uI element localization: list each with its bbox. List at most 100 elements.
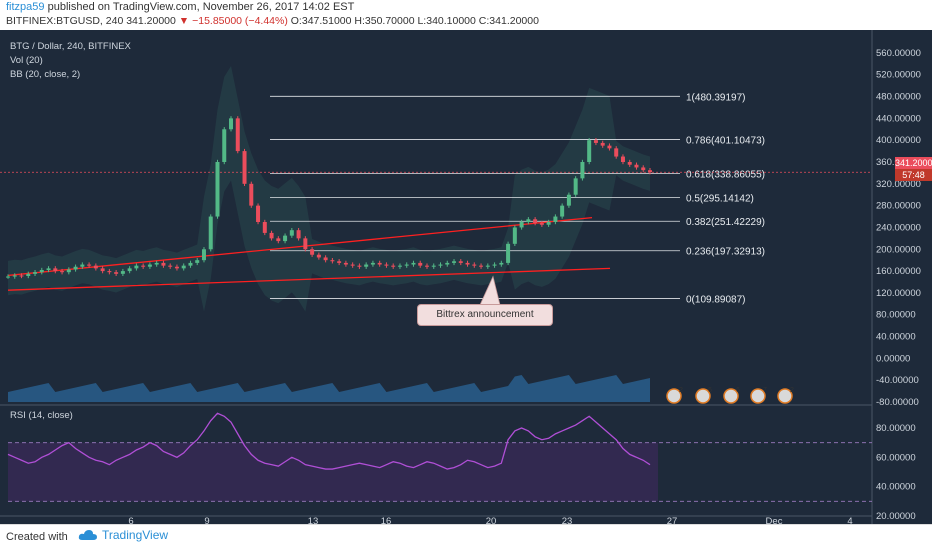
candle-body — [215, 162, 220, 217]
candle-body — [107, 271, 112, 273]
tradingview-logo[interactable]: TradingView — [78, 528, 168, 542]
candle-body — [114, 272, 119, 274]
candle-body — [614, 148, 619, 157]
candle-body — [485, 265, 490, 267]
candle-body — [242, 151, 247, 184]
fib-level-label: 0.618(338.86055) — [686, 170, 765, 181]
candle-body — [343, 262, 348, 265]
candle-body — [269, 232, 274, 239]
fib-level-label: 0(109.89087) — [686, 294, 746, 305]
rsi-tick-label: 40.00000 — [876, 482, 916, 493]
candle-body — [526, 219, 531, 222]
author-link[interactable]: fitzpa59 — [6, 1, 45, 13]
price-tick-label: 200.00000 — [876, 244, 921, 255]
candle-body — [12, 275, 17, 277]
price-tick-label: 80.00000 — [876, 310, 916, 321]
price-tick-label: -80.00000 — [876, 397, 919, 408]
candle-body — [120, 271, 125, 274]
time-tick-label: Dec — [766, 516, 783, 524]
candle-body — [100, 268, 105, 272]
candle-body — [73, 266, 78, 270]
candle-body — [66, 269, 71, 273]
candle-body — [262, 222, 267, 233]
price-tick-label: 520.00000 — [876, 70, 921, 81]
candle-body — [256, 205, 261, 222]
candle-body — [391, 265, 396, 267]
candle-body — [600, 142, 605, 146]
candle-body — [229, 118, 234, 130]
time-tick-label: 27 — [667, 516, 678, 524]
candle-body — [641, 167, 646, 171]
candle-body — [39, 270, 44, 273]
price-tick-label: 120.00000 — [876, 288, 921, 299]
time-tick-label: 6 — [128, 516, 133, 524]
fib-level-label: 0.382(251.42229) — [686, 217, 765, 228]
time-tick-label: 16 — [381, 516, 392, 524]
candle-body — [512, 227, 517, 244]
legend-volume[interactable]: Vol (20) — [10, 55, 43, 66]
candle-body — [181, 265, 186, 269]
event-count-label: 2 — [679, 387, 683, 394]
trendline-upper — [7, 216, 593, 277]
time-tick-label: 4 — [847, 516, 852, 524]
last-price-tag: 341.2000 — [895, 157, 932, 169]
candle-body — [316, 254, 321, 258]
candle-body — [546, 222, 551, 225]
price-tick-label: 280.00000 — [876, 201, 921, 212]
candle-body — [80, 264, 85, 267]
chart-area[interactable]: 560.00000 520.00000 480.00000 440.00000 400.… — [0, 30, 932, 527]
candle-body — [46, 268, 51, 270]
price-tick-label: 0.00000 — [876, 353, 910, 364]
price-tick-label: 560.00000 — [876, 48, 921, 59]
last-price: 341.20000 — [126, 15, 176, 27]
candle-body — [33, 272, 38, 274]
candle-body — [26, 273, 31, 276]
candle-body — [452, 261, 457, 263]
fib-level-label: 0.236(197.32913) — [686, 247, 765, 258]
bittrex-callout: Bittrex announcement — [417, 304, 553, 326]
candle-body — [533, 219, 538, 224]
candle-body — [19, 275, 24, 277]
event-flag-icon — [750, 388, 766, 404]
fib-level-label: 0.5(295.14142) — [686, 193, 754, 204]
close-value: C:341.20000 — [478, 15, 539, 27]
down-arrow-icon: ▼ — [178, 15, 190, 27]
publish-line: fitzpa59 published on TradingView.com, N… — [6, 1, 354, 13]
candle-body — [296, 230, 301, 239]
legend-bollinger[interactable]: BB (20, close, 2) — [10, 69, 81, 80]
event-flag-icon — [723, 388, 739, 404]
event-flag-icon — [666, 388, 682, 404]
time-tick-label: 20 — [486, 516, 497, 524]
low-value: L:340.10000 — [417, 15, 476, 27]
price-tick-label: 40.00000 — [876, 332, 916, 343]
candle-body — [593, 140, 598, 143]
price-tick-label: -40.00000 — [876, 375, 919, 386]
chart-canvas[interactable]: 560.00000520.00000480.00000440.00000400.… — [0, 30, 932, 527]
candle-body — [93, 265, 98, 269]
candle-body — [465, 262, 470, 265]
candle-body — [404, 264, 409, 266]
price-tick-label: 320.00000 — [876, 179, 921, 190]
event-flag-icon — [777, 388, 793, 404]
candle-body — [60, 271, 65, 273]
candle-body — [573, 178, 578, 195]
candle-body — [445, 262, 450, 265]
price-tick-label: 160.00000 — [876, 266, 921, 277]
candle-body — [289, 230, 294, 236]
candle-body — [283, 235, 288, 242]
candle-body — [127, 268, 132, 272]
rsi-tick-label: 80.00000 — [876, 423, 916, 434]
candle-body — [276, 238, 281, 242]
candle-body — [303, 238, 308, 250]
candle-body — [566, 194, 571, 206]
legend-rsi[interactable]: RSI (14, close) — [10, 410, 73, 421]
footer: Created with TradingView — [0, 524, 932, 551]
time-tick-label: 23 — [562, 516, 573, 524]
candle-body — [492, 264, 497, 266]
candle-body — [384, 264, 389, 266]
tradingview-brand: TradingView — [102, 528, 169, 542]
candle-body — [580, 162, 585, 179]
candle-body — [553, 216, 558, 222]
candle-body — [506, 243, 511, 263]
candle-body — [634, 164, 639, 168]
